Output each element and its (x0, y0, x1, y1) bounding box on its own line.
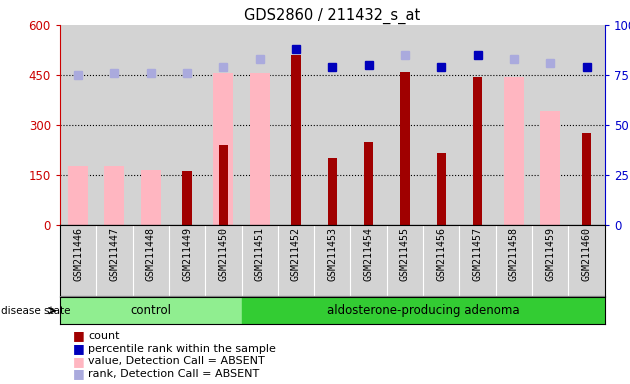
Text: GSM211457: GSM211457 (472, 227, 483, 281)
Text: GSM211447: GSM211447 (110, 227, 119, 281)
Bar (328, 158, 337, 225)
Text: GSM211453: GSM211453 (328, 227, 337, 281)
Bar (292, 55, 301, 225)
Bar (105, 166, 124, 225)
Text: GSM211459: GSM211459 (546, 227, 555, 281)
Title: GDS2860 / 211432_s_at: GDS2860 / 211432_s_at (244, 7, 420, 23)
Text: GSM211455: GSM211455 (400, 227, 410, 281)
Text: GSM211456: GSM211456 (437, 227, 446, 281)
Bar (541, 111, 560, 225)
Text: GSM211446: GSM211446 (73, 227, 83, 281)
Text: GSM211460: GSM211460 (581, 227, 592, 281)
Bar (241, 297, 605, 324)
Text: control: control (130, 304, 171, 317)
Text: GSM211449: GSM211449 (182, 227, 192, 281)
Text: percentile rank within the sample: percentile rank within the sample (88, 344, 276, 354)
Bar (582, 133, 591, 225)
Text: ■: ■ (72, 329, 84, 343)
Bar (249, 73, 270, 225)
Text: GSM211451: GSM211451 (255, 227, 265, 281)
Bar (473, 76, 482, 225)
Bar (364, 142, 373, 225)
Text: GSM211452: GSM211452 (291, 227, 301, 281)
Text: disease state: disease state (1, 306, 70, 316)
Bar (140, 170, 161, 225)
Text: GSM211454: GSM211454 (364, 227, 374, 281)
Text: rank, Detection Call = ABSENT: rank, Detection Call = ABSENT (88, 369, 260, 379)
Text: GSM211458: GSM211458 (509, 227, 519, 281)
Text: value, Detection Call = ABSENT: value, Detection Call = ABSENT (88, 356, 265, 366)
Bar (60, 297, 241, 324)
Text: ■: ■ (72, 342, 84, 355)
Bar (437, 153, 446, 225)
Bar (68, 166, 88, 225)
Bar (219, 145, 228, 225)
Bar (401, 71, 410, 225)
Text: GSM211450: GSM211450 (219, 227, 228, 281)
Text: aldosterone-producing adenoma: aldosterone-producing adenoma (327, 304, 520, 317)
Text: ■: ■ (72, 355, 84, 368)
Text: count: count (88, 331, 120, 341)
Text: GSM211448: GSM211448 (146, 227, 156, 281)
Text: ■: ■ (72, 367, 84, 381)
Bar (214, 73, 233, 225)
Bar (183, 171, 192, 225)
Bar (504, 76, 524, 225)
